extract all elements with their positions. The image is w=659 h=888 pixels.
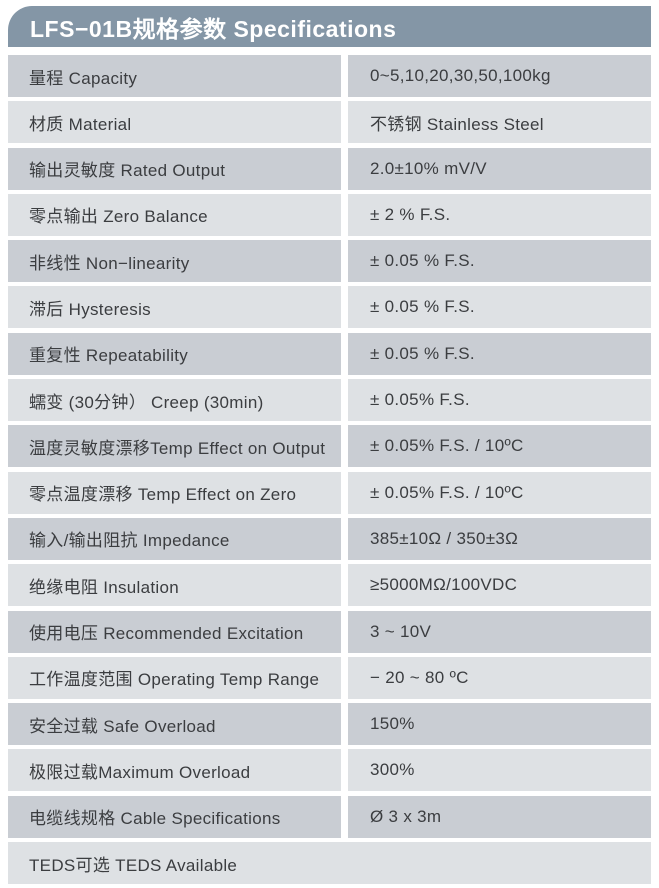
spec-value-cell: ± 0.05% F.S. / 10ºC xyxy=(348,471,651,514)
spec-value-cell: 150% xyxy=(348,703,651,746)
table-row: 量程 Capacity 0~5,10,20,30,50,100kg xyxy=(8,55,651,97)
spec-value-cell: ± 0.05% F.S. / 10ºC xyxy=(348,425,651,468)
table-row: 安全过载 Safe Overload 150% xyxy=(8,703,651,746)
spec-label-cell: 极限过载Maximum Overload xyxy=(8,749,341,792)
table-row: 非线性 Non−linearity ± 0.05 % F.S. xyxy=(8,240,651,283)
spec-value-cell: 385±10Ω / 350±3Ω xyxy=(348,517,651,560)
spec-label-cell: 绝缘电阻 Insulation xyxy=(8,564,341,607)
spec-value-cell: 0~5,10,20,30,50,100kg xyxy=(348,55,651,97)
table-row: 蠕变 (30分钟） Creep (30min) ± 0.05% F.S. xyxy=(8,379,651,422)
spec-value-cell: ≥5000MΩ/100VDC xyxy=(348,564,651,607)
table-row: 零点温度漂移 Temp Effect on Zero ± 0.05% F.S. … xyxy=(8,471,651,514)
table-row: 输出灵敏度 Rated Output 2.0±10% mV/V xyxy=(8,147,651,190)
table-row: 绝缘电阻 Insulation ≥5000MΩ/100VDC xyxy=(8,564,651,607)
spec-label-cell: 输入/输出阻抗 Impedance xyxy=(8,517,341,560)
table-row: 输入/输出阻抗 Impedance 385±10Ω / 350±3Ω xyxy=(8,517,651,560)
spec-table: 量程 Capacity 0~5,10,20,30,50,100kg 材质 Mat… xyxy=(8,55,651,885)
spec-value-cell: Ø 3 x 3m xyxy=(348,795,651,838)
spec-label-cell: 零点输出 Zero Balance xyxy=(8,193,341,236)
spec-label-cell: 量程 Capacity xyxy=(8,55,341,97)
spec-label-cell: 零点温度漂移 Temp Effect on Zero xyxy=(8,471,341,514)
table-row: 工作温度范围 Operating Temp Range − 20 ~ 80 ºC xyxy=(8,656,651,699)
spec-label-cell: 蠕变 (30分钟） Creep (30min) xyxy=(8,379,341,422)
spec-label-cell: 使用电压 Recommended Excitation xyxy=(8,610,341,653)
spec-label-cell: TEDS可选 TEDS Available xyxy=(8,842,651,885)
spec-value-cell: ± 0.05 % F.S. xyxy=(348,286,651,329)
table-row: 电缆线规格 Cable Specifications Ø 3 x 3m xyxy=(8,795,651,838)
spec-label-cell: 材质 Material xyxy=(8,101,341,144)
spec-header-bar: LFS−01B规格参数 Specifications xyxy=(8,6,651,47)
spec-label-cell: 重复性 Repeatability xyxy=(8,332,341,375)
spec-value-cell: ± 0.05 % F.S. xyxy=(348,332,651,375)
spec-label-cell: 输出灵敏度 Rated Output xyxy=(8,147,341,190)
table-row: TEDS可选 TEDS Available xyxy=(8,842,651,885)
spec-value-cell: − 20 ~ 80 ºC xyxy=(348,656,651,699)
table-row: 极限过载Maximum Overload 300% xyxy=(8,749,651,792)
spec-label-cell: 滞后 Hysteresis xyxy=(8,286,341,329)
spec-label-cell: 电缆线规格 Cable Specifications xyxy=(8,795,341,838)
page-title: LFS−01B规格参数 Specifications xyxy=(30,15,397,42)
table-row: 材质 Material 不锈钢 Stainless Steel xyxy=(8,101,651,144)
table-row: 温度灵敏度漂移Temp Effect on Output ± 0.05% F.S… xyxy=(8,425,651,468)
spec-value-cell: 300% xyxy=(348,749,651,792)
spec-label-cell: 安全过载 Safe Overload xyxy=(8,703,341,746)
table-row: 零点输出 Zero Balance ± 2 % F.S. xyxy=(8,193,651,236)
spec-value-cell: 不锈钢 Stainless Steel xyxy=(348,101,651,144)
table-row: 使用电压 Recommended Excitation 3 ~ 10V xyxy=(8,610,651,653)
spec-value-cell: ± 2 % F.S. xyxy=(348,193,651,236)
spec-label-cell: 工作温度范围 Operating Temp Range xyxy=(8,656,341,699)
spec-value-cell: ± 0.05 % F.S. xyxy=(348,240,651,283)
table-row: 滞后 Hysteresis ± 0.05 % F.S. xyxy=(8,286,651,329)
spec-value-cell: ± 0.05% F.S. xyxy=(348,379,651,422)
spec-value-cell: 2.0±10% mV/V xyxy=(348,147,651,190)
spec-label-cell: 温度灵敏度漂移Temp Effect on Output xyxy=(8,425,341,468)
spec-label-cell: 非线性 Non−linearity xyxy=(8,240,341,283)
spec-value-cell: 3 ~ 10V xyxy=(348,610,651,653)
table-row: 重复性 Repeatability ± 0.05 % F.S. xyxy=(8,332,651,375)
